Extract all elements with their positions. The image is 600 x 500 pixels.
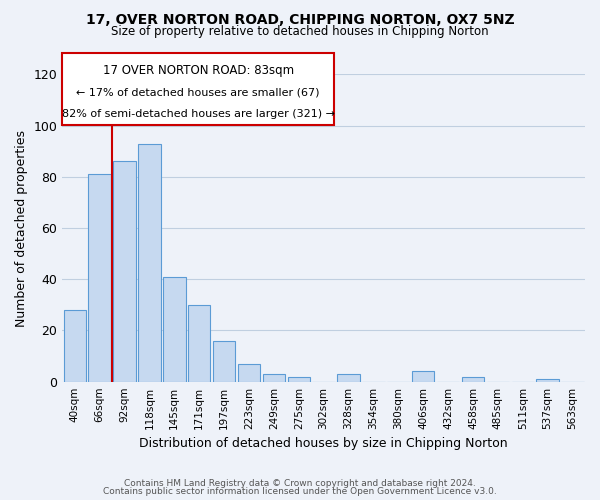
Bar (138, 144, 161, 382)
Bar (536, 379, 559, 382)
Bar (64, 310, 86, 382)
Bar (287, 376, 310, 382)
Bar (412, 372, 434, 382)
Bar (337, 374, 360, 382)
Text: 82% of semi-detached houses are larger (321) →: 82% of semi-detached houses are larger (… (62, 110, 335, 120)
Bar (113, 162, 136, 382)
Text: 17 OVER NORTON ROAD: 83sqm: 17 OVER NORTON ROAD: 83sqm (103, 64, 294, 78)
Text: ← 17% of detached houses are smaller (67): ← 17% of detached houses are smaller (67… (76, 88, 320, 98)
Bar (213, 340, 235, 382)
X-axis label: Distribution of detached houses by size in Chipping Norton: Distribution of detached houses by size … (139, 437, 508, 450)
Text: 17, OVER NORTON ROAD, CHIPPING NORTON, OX7 5NZ: 17, OVER NORTON ROAD, CHIPPING NORTON, O… (86, 12, 514, 26)
Bar (163, 276, 185, 382)
Bar (238, 364, 260, 382)
FancyBboxPatch shape (62, 53, 334, 125)
Text: Size of property relative to detached houses in Chipping Norton: Size of property relative to detached ho… (111, 25, 489, 38)
Bar (188, 305, 211, 382)
Bar (462, 376, 484, 382)
Text: Contains public sector information licensed under the Open Government Licence v3: Contains public sector information licen… (103, 487, 497, 496)
Text: Contains HM Land Registry data © Crown copyright and database right 2024.: Contains HM Land Registry data © Crown c… (124, 478, 476, 488)
Y-axis label: Number of detached properties: Number of detached properties (15, 130, 28, 326)
Bar (263, 374, 285, 382)
Bar (88, 174, 111, 382)
